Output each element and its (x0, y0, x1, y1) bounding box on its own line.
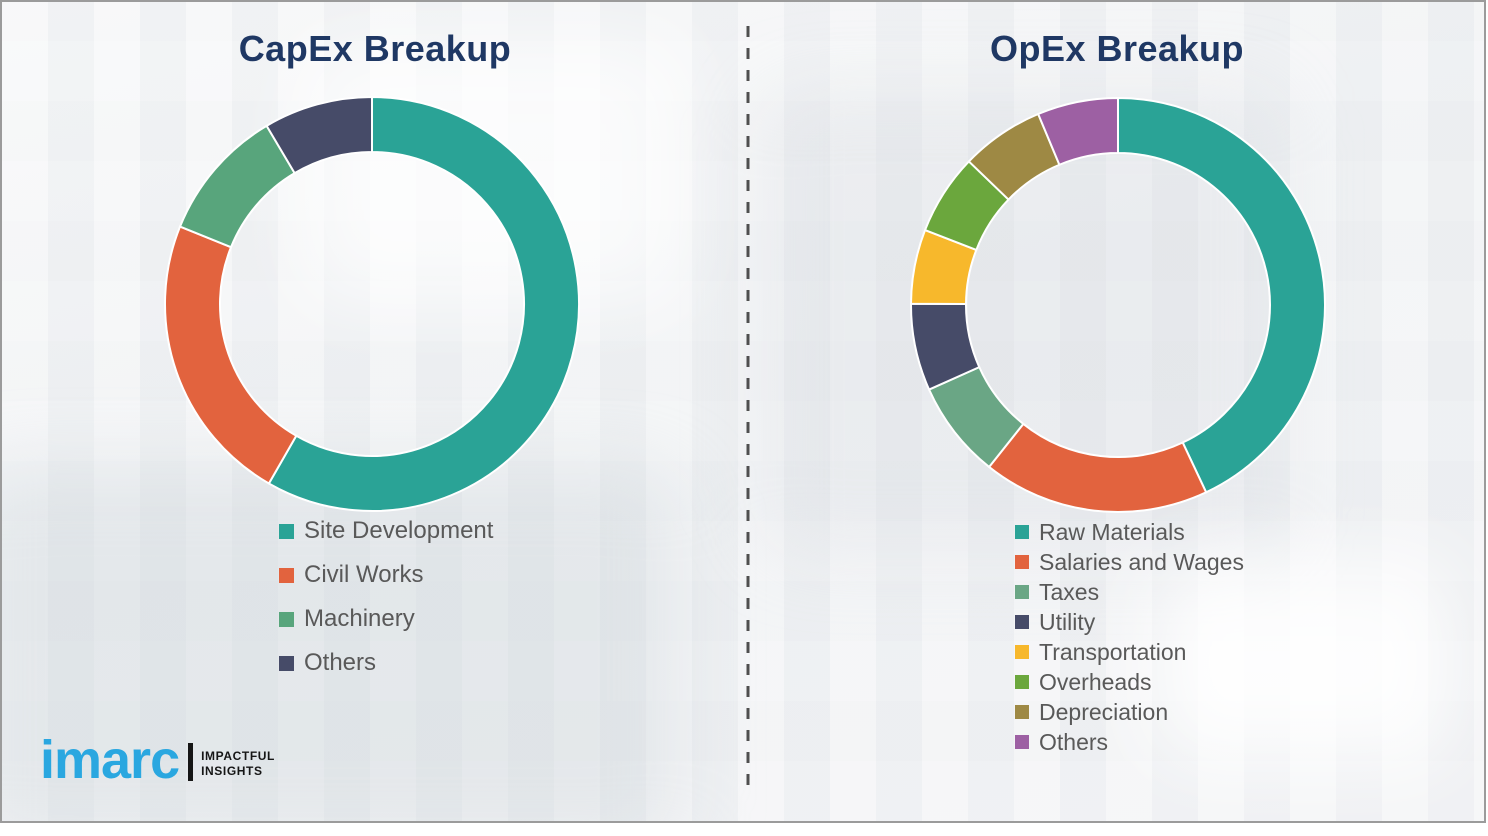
legend-item-others: Others (279, 641, 493, 685)
imarc-logo: imarc IMPACTFUL INSIGHTS (40, 730, 275, 790)
logo-tagline: IMPACTFUL INSIGHTS (201, 749, 275, 782)
capex-chart-title: CapEx Breakup (238, 28, 512, 69)
legend-item-raw-materials: Raw Materials (1015, 517, 1244, 547)
legend-item-civil-works: Civil Works (279, 553, 493, 597)
legend-swatch (1015, 675, 1029, 689)
legend-item-depreciation: Depreciation (1015, 697, 1244, 727)
legend-item-site-development: Site Development (279, 509, 493, 553)
legend-item-salaries-and-wages: Salaries and Wages (1015, 547, 1244, 577)
background-blob (1152, 562, 1452, 762)
legend-swatch (279, 523, 294, 539)
legend-item-transportation: Transportation (1015, 637, 1244, 667)
tagline-line2: INSIGHTS (201, 764, 263, 779)
legend-swatch (1015, 615, 1029, 629)
donut-segment-salaries-and-wages (988, 422, 1208, 513)
legend-label: Civil Works (304, 561, 424, 588)
legend-label: Taxes (1039, 578, 1100, 605)
legend-label: Raw Materials (1039, 518, 1185, 545)
legend-swatch (1015, 705, 1029, 719)
legend-swatch (1015, 735, 1029, 749)
donut-segment-civil-works (164, 225, 298, 485)
legend-item-others: Others (1015, 727, 1244, 757)
legend-label: Machinery (304, 605, 415, 632)
legend-label: Depreciation (1039, 698, 1169, 725)
legend-swatch (1015, 525, 1029, 539)
legend-swatch (279, 567, 294, 583)
legend-item-taxes: Taxes (1015, 577, 1244, 607)
opex-chart-title: OpEx Breakup (989, 28, 1245, 69)
legend-item-machinery: Machinery (279, 597, 493, 641)
legend-label: Others (1039, 728, 1109, 755)
legend-label: Overheads (1039, 668, 1152, 695)
legend-swatch (1015, 585, 1029, 599)
legend-swatch (1015, 555, 1029, 569)
legend-swatch (1015, 645, 1029, 659)
background-blob (2, 472, 682, 821)
opex-donut-chart (909, 97, 1326, 513)
legend-label: Utility (1039, 608, 1096, 635)
opex-legend: Raw Materials Salaries and Wages Taxes Util… (1015, 517, 1244, 757)
donut-segment-others (1037, 97, 1119, 166)
donut-segment-raw-materials (1117, 97, 1326, 494)
donut-segment-others (265, 96, 373, 175)
legend-item-overheads: Overheads (1015, 667, 1244, 697)
capex-legend: Site Development Civil Works Machinery Othe… (279, 509, 493, 685)
legend-swatch (279, 655, 294, 671)
legend-item-utility: Utility (1015, 607, 1244, 637)
legend-swatch (279, 611, 294, 627)
logo-divider-bar (188, 743, 194, 782)
imarc-wordmark: imarc (40, 730, 180, 790)
legend-label: Site Development (304, 517, 494, 544)
legend-label: Salaries and Wages (1039, 548, 1244, 575)
legend-label: Others (304, 649, 377, 676)
donut-segment-site-development (267, 96, 580, 512)
capex-donut-chart (164, 96, 580, 512)
legend-label: Transportation (1039, 638, 1187, 665)
section-divider-dashed-line (746, 26, 750, 796)
tagline-line1: IMPACTFUL (201, 749, 275, 764)
